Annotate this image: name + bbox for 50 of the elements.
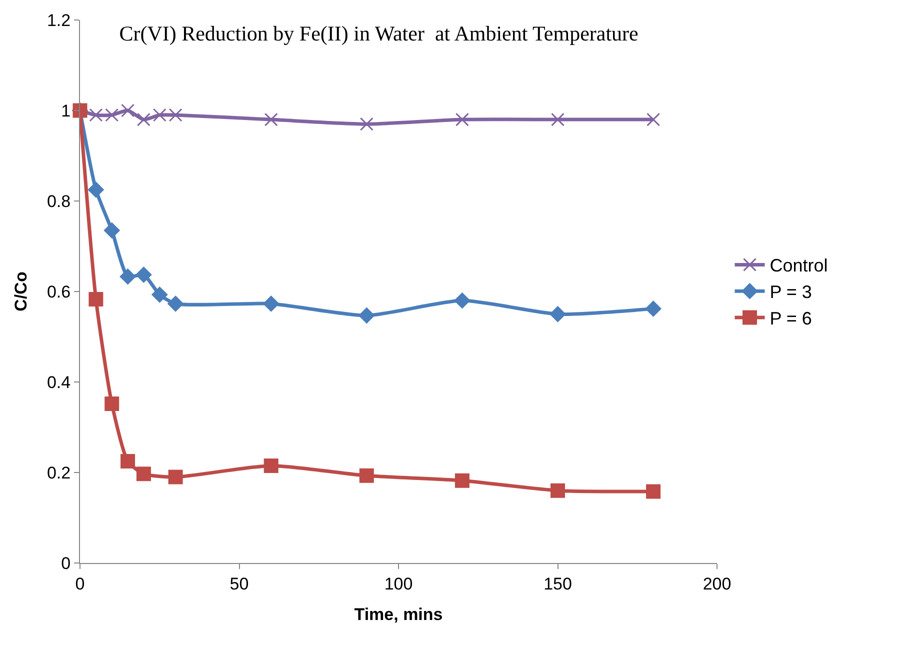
legend-label: P = 6	[770, 308, 812, 329]
y-tick-label: 1	[61, 101, 71, 120]
point	[358, 308, 375, 324]
point	[168, 296, 184, 312]
y-tick-label: 0	[61, 554, 71, 573]
point	[136, 266, 152, 283]
point	[551, 112, 564, 126]
x-tick-label: 0	[75, 574, 85, 594]
point	[646, 112, 660, 126]
point	[88, 182, 104, 198]
y-axis-title: C/Co	[12, 272, 31, 312]
y-tick-label: 0.4	[46, 372, 71, 392]
point	[550, 483, 565, 498]
point	[168, 470, 183, 484]
point	[120, 268, 136, 284]
x-tick-label: 200	[702, 574, 732, 594]
point	[360, 117, 374, 131]
point	[454, 473, 470, 488]
point	[264, 458, 278, 473]
legend-label: Control	[770, 256, 828, 276]
point	[104, 222, 120, 238]
x-tick-label: 100	[384, 574, 413, 594]
legend-label: P = 3	[770, 282, 812, 302]
point	[136, 466, 151, 482]
point	[88, 292, 104, 306]
point	[454, 292, 470, 308]
y-tick-label: 0.8	[46, 192, 71, 211]
point	[136, 112, 150, 126]
point	[104, 396, 120, 411]
point	[120, 454, 136, 468]
x-axis-title: Time, mins	[354, 604, 443, 624]
point	[89, 108, 103, 122]
chart-title: Cr(VI) Reduction by Fe(II) in Water at Ambient Temperature	[119, 22, 638, 46]
x-tick-label: 50	[230, 574, 249, 594]
y-tick-label: 0.6	[46, 282, 71, 302]
point	[550, 306, 566, 322]
point	[105, 108, 119, 122]
point	[152, 286, 168, 303]
point	[455, 112, 469, 126]
y-tick-label: 0.2	[46, 463, 71, 482]
point	[121, 104, 135, 118]
y-tick-label: 1.2	[46, 10, 71, 30]
point	[359, 468, 374, 483]
x-tick-label: 150	[544, 574, 572, 594]
point	[645, 300, 662, 317]
point	[152, 108, 166, 122]
point	[168, 108, 182, 122]
point	[263, 296, 279, 312]
point	[646, 484, 661, 499]
point	[264, 112, 278, 126]
